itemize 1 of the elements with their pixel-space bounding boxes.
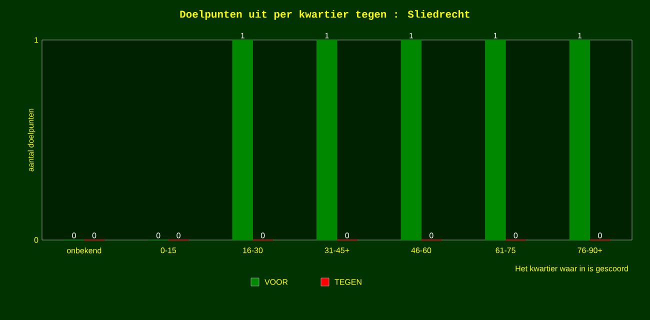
chart-title: Doelpunten uit per kwartier tegen : Sliedrecht: [180, 10, 470, 20]
